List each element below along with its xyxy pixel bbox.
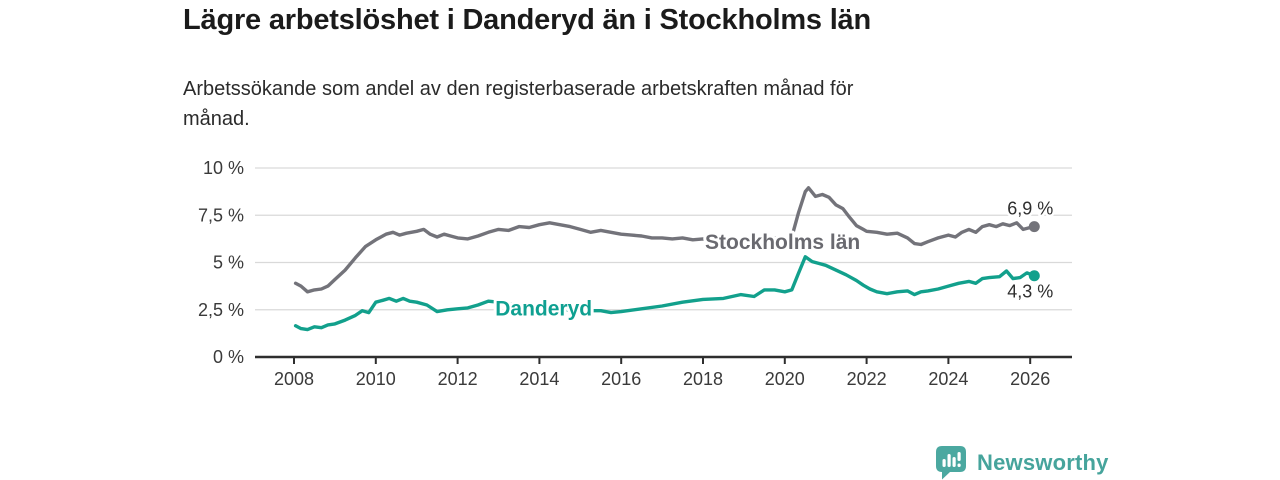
series-end-dot-1 (1028, 270, 1040, 282)
x-tick-label: 2026 (1010, 369, 1050, 389)
series-label-stockholms-lan: Stockholms län (705, 231, 860, 254)
newsworthy-logo-text: Newsworthy (977, 449, 1109, 475)
x-tick-label: 2020 (765, 369, 805, 389)
series-label-danderyd: Danderyd (495, 297, 592, 320)
series-lines (293, 186, 1040, 332)
x-tick-label: 2018 (683, 369, 723, 389)
x-tick-label: 2010 (356, 369, 396, 389)
newsworthy-logo: Newsworthy (934, 445, 1109, 480)
y-tick-label: 2,5 % (198, 300, 244, 320)
bar-chart-speech-bubble-icon (936, 446, 966, 480)
end-value-label-stockholms-lan: 6,9 % (1007, 199, 1053, 219)
x-tick-label: 2014 (519, 369, 559, 389)
y-tick-label: 5 % (213, 253, 244, 273)
x-axis (255, 355, 1072, 364)
series-end-dot-0 (1028, 221, 1040, 233)
y-tick-label: 7,5 % (198, 205, 244, 225)
y-tick-label: 10 % (203, 158, 244, 178)
axis-tick-labels: 0 % 2,5 % 5 % 7,5 % 10 % 2008 2010 2012 2014 2016… (198, 158, 1050, 389)
y-tick-label: 0 % (213, 347, 244, 367)
series-line-1 (293, 255, 1036, 332)
subtitle-line-1: Arbetssökande som andel av den registerb… (183, 78, 854, 100)
x-tick-label: 2008 (274, 369, 314, 389)
page-title: Lägre arbetslöshet i Danderyd än i Stock… (183, 4, 871, 36)
x-tick-label: 2012 (438, 369, 478, 389)
series-line-0 (293, 186, 1036, 294)
gridlines (255, 167, 1072, 311)
chart-subtitle: Arbetssökande som andel av den registerb… (183, 74, 853, 134)
x-tick-label: 2024 (928, 369, 968, 389)
end-value-label-danderyd: 4,3 % (1007, 282, 1053, 302)
x-tick-label: 2022 (847, 369, 887, 389)
x-tick-label: 2016 (601, 369, 641, 389)
subtitle-line-2: månad. (183, 108, 250, 130)
